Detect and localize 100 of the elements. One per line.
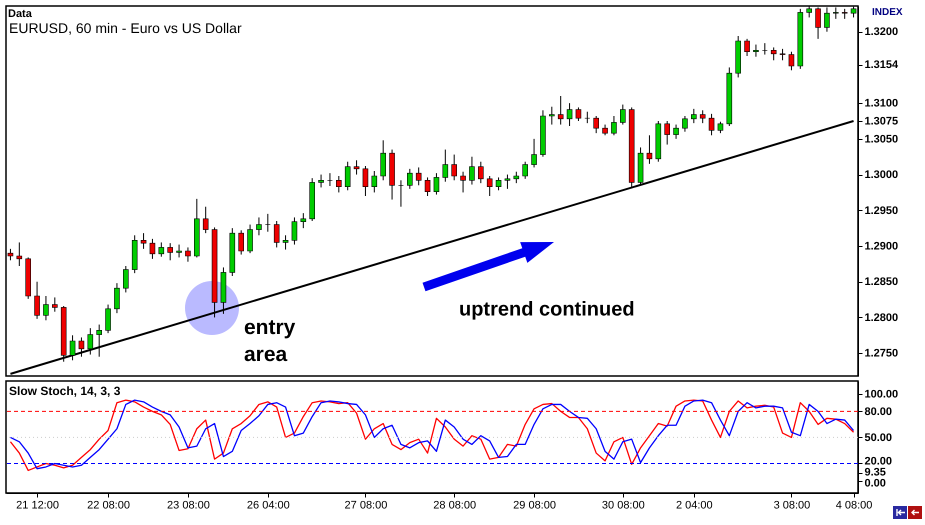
candlestick bbox=[744, 38, 750, 56]
candlestick bbox=[34, 281, 40, 320]
candlestick bbox=[514, 171, 520, 184]
candlestick bbox=[344, 161, 350, 191]
candlestick bbox=[300, 212, 306, 229]
x-tick-label: 28 08:00 bbox=[433, 500, 476, 512]
y-tick-label: 20.00 bbox=[864, 456, 892, 468]
candlestick bbox=[282, 234, 288, 250]
candlestick bbox=[842, 8, 848, 20]
y-tick-label: 1.2900 bbox=[864, 240, 898, 252]
candlestick bbox=[43, 296, 49, 321]
candlestick bbox=[584, 111, 590, 124]
candlestick bbox=[718, 121, 724, 134]
x-tick-label: 4 08:00 bbox=[836, 500, 872, 512]
candlestick bbox=[478, 161, 484, 184]
y-tick-label: 1.2750 bbox=[864, 348, 898, 360]
candlestick bbox=[78, 336, 84, 358]
candlestick bbox=[549, 106, 555, 126]
candlestick bbox=[265, 213, 271, 232]
candlestick bbox=[167, 242, 173, 261]
candlestick bbox=[602, 124, 608, 136]
x-tick-label: 26 04:00 bbox=[246, 500, 290, 512]
candlestick bbox=[416, 166, 422, 186]
y-tick-label: 1.2950 bbox=[864, 204, 898, 217]
y-tick-label: 1.3100 bbox=[864, 98, 898, 110]
candlestick bbox=[158, 242, 164, 258]
candlestick bbox=[105, 304, 111, 334]
candlestick bbox=[504, 174, 510, 190]
candlestick bbox=[566, 102, 572, 126]
candlestick bbox=[407, 168, 413, 190]
candlestick bbox=[700, 110, 706, 124]
candlestick bbox=[16, 242, 22, 266]
candlestick bbox=[593, 116, 599, 134]
x-tick-label: 22 08:00 bbox=[87, 500, 130, 512]
candlestick bbox=[611, 116, 617, 136]
candlestick bbox=[176, 244, 182, 258]
candlestick bbox=[292, 216, 298, 246]
candlestick bbox=[770, 46, 776, 61]
candlestick bbox=[424, 176, 430, 196]
x-tick-label: 2 04:00 bbox=[676, 500, 713, 512]
candlestick bbox=[318, 174, 324, 188]
candlestick bbox=[202, 206, 208, 234]
candlestick bbox=[336, 176, 342, 193]
candlestick bbox=[469, 156, 475, 186]
candlestick bbox=[646, 134, 652, 164]
candlestick bbox=[460, 171, 466, 193]
candlestick bbox=[496, 176, 502, 191]
y-tick-label: 100.00 bbox=[864, 388, 898, 401]
x-tick-label: 30 08:00 bbox=[602, 500, 645, 512]
candlestick bbox=[362, 166, 368, 196]
x-tick-label: 23 08:00 bbox=[167, 500, 210, 512]
candlestick bbox=[531, 138, 537, 168]
annotation: Data bbox=[8, 8, 33, 20]
candlestick bbox=[762, 42, 768, 56]
candlestick bbox=[52, 296, 58, 312]
y-tick-label: 1.3200 bbox=[864, 26, 898, 38]
y-tick-label: 1.3075 bbox=[864, 116, 898, 128]
candlestick bbox=[238, 230, 244, 256]
y-tick-label: 1.3050 bbox=[864, 133, 898, 146]
candlestick bbox=[682, 116, 688, 132]
text: INDEX bbox=[872, 7, 903, 18]
candlestick bbox=[327, 172, 333, 186]
candlestick bbox=[522, 161, 528, 180]
y-tick-label: 1.3000 bbox=[864, 169, 898, 182]
candlestick bbox=[558, 96, 564, 126]
candlestick bbox=[123, 266, 129, 293]
candlestick bbox=[398, 180, 404, 208]
candlestick bbox=[486, 176, 492, 196]
y-tick-label: 1.2850 bbox=[864, 276, 898, 288]
candlestick bbox=[576, 106, 582, 122]
candlestick bbox=[96, 324, 102, 358]
candlestick bbox=[114, 282, 120, 314]
candlestick bbox=[354, 160, 360, 176]
candlestick bbox=[753, 44, 759, 58]
candlestick bbox=[256, 216, 262, 236]
candlestick bbox=[140, 232, 146, 250]
candlestick bbox=[434, 172, 440, 196]
candlestick bbox=[708, 113, 714, 136]
candlestick bbox=[451, 154, 457, 181]
x-tick-label: 29 08:00 bbox=[513, 500, 556, 512]
candlestick bbox=[88, 328, 94, 356]
candlestick bbox=[788, 51, 794, 71]
text: EURUSD, 60 min - Euro vs US Dollar bbox=[9, 20, 242, 36]
candlestick bbox=[664, 120, 670, 146]
y-tick-label: 0.00 bbox=[864, 478, 886, 490]
x-tick-label: 21 12:00 bbox=[16, 500, 59, 512]
y-tick-label: 1.2800 bbox=[864, 312, 898, 324]
y-tick-label: 9.35 bbox=[864, 466, 886, 479]
candlestick bbox=[673, 124, 679, 140]
candlestick bbox=[247, 224, 253, 254]
y-tick-label: 50.00 bbox=[864, 432, 892, 444]
candlestick bbox=[380, 140, 386, 181]
x-tick-label: 3 08:00 bbox=[774, 500, 810, 512]
chart-title: Slow Stoch, 14, 3, 3 bbox=[9, 384, 121, 398]
annotation: entry area bbox=[244, 316, 296, 366]
candlestick bbox=[150, 238, 156, 260]
candlestick bbox=[620, 104, 626, 126]
x-tick-label: 27 08:00 bbox=[344, 500, 388, 512]
candlestick bbox=[780, 48, 786, 61]
annotation: uptrend continued bbox=[459, 298, 635, 320]
